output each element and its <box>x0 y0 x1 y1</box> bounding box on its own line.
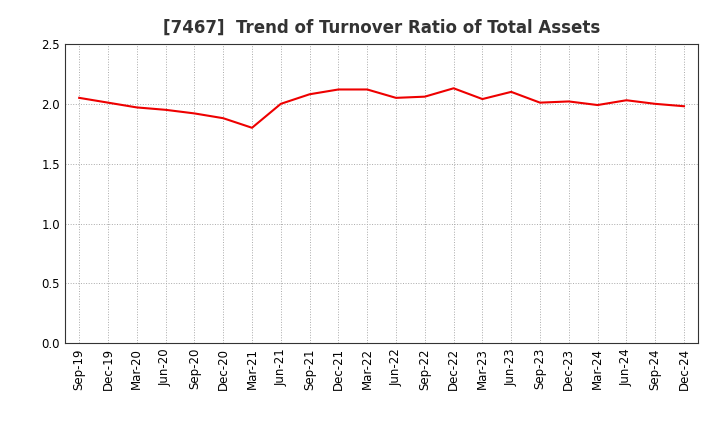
Title: [7467]  Trend of Turnover Ratio of Total Assets: [7467] Trend of Turnover Ratio of Total … <box>163 19 600 37</box>
